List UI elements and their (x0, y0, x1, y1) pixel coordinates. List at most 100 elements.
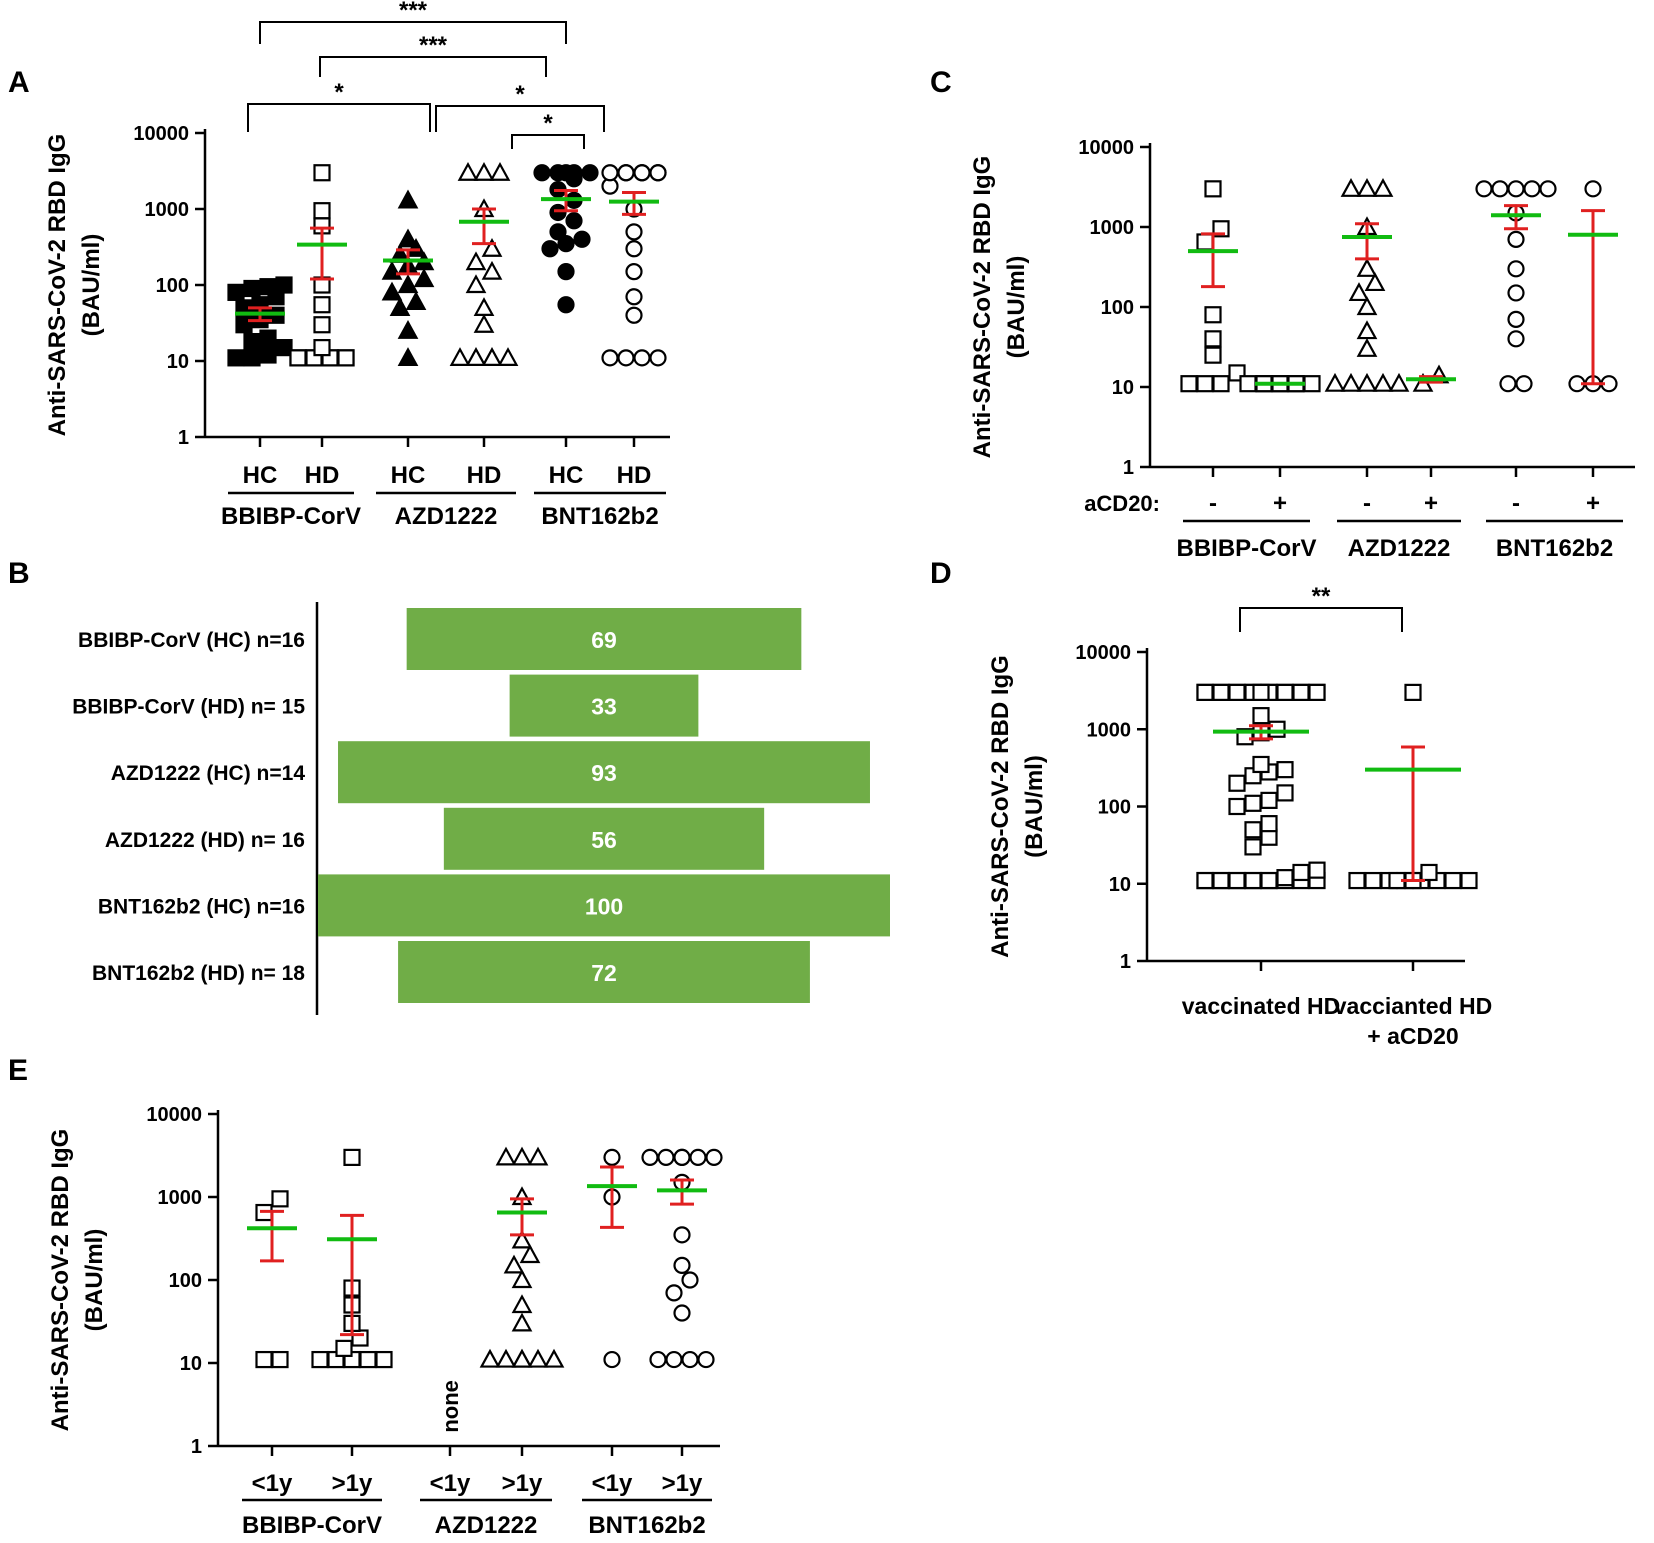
data-point (271, 1350, 289, 1369)
y-tick-label: 100 (156, 275, 189, 297)
data-point (313, 339, 331, 357)
data-point (351, 1329, 369, 1347)
y-tick-label: 10 (1112, 377, 1134, 399)
x-category-label: - (1363, 490, 1371, 517)
bar-value-label: 72 (591, 960, 617, 986)
data-point (681, 1271, 699, 1289)
group-label: BBIBP-CorV (1176, 535, 1316, 562)
sig-bracket (259, 21, 567, 44)
data-point (603, 1350, 621, 1369)
data-point (601, 349, 619, 367)
panel-letter-e: E (8, 1054, 28, 1087)
x-category-label: - (1209, 490, 1217, 517)
data-point (633, 164, 651, 182)
y-tick-label: 1000 (1087, 719, 1132, 741)
data-point (1292, 863, 1310, 882)
series-2 (1324, 178, 1410, 392)
data-point (313, 202, 331, 220)
data-point (519, 1244, 541, 1264)
series-1 (1348, 683, 1478, 890)
data-point (1507, 284, 1525, 302)
data-point (657, 1148, 675, 1166)
data-point (565, 212, 583, 230)
data-point (259, 329, 277, 347)
data-point (557, 164, 575, 182)
data-point (1228, 797, 1246, 816)
y-tick-label: 10000 (1078, 137, 1134, 159)
bar-category-label: BNT162b2 (HC) n=16 (98, 895, 305, 918)
group-label: BBIBP-CorV (221, 503, 361, 530)
data-point (1507, 310, 1525, 328)
data-point (381, 281, 403, 301)
data-point (511, 1229, 533, 1249)
data-point (1204, 180, 1222, 198)
x-category-label: + (1424, 490, 1438, 517)
data-point (1303, 375, 1321, 393)
y-axis-label: Anti-SARS-CoV-2 RBD IgG (47, 1129, 74, 1432)
y-tick-label: 1000 (158, 1187, 203, 1209)
data-point (1420, 863, 1438, 882)
series-0 (1180, 180, 1246, 393)
series-3 (1406, 364, 1456, 392)
x-category-label: >1y (502, 1470, 543, 1497)
data-point (1507, 330, 1525, 348)
series-1 (1239, 375, 1321, 393)
y-tick-label: 10 (180, 1353, 202, 1375)
data-point (1260, 871, 1278, 890)
data-point (557, 235, 575, 253)
data-point (697, 1350, 715, 1369)
data-point (705, 1148, 723, 1166)
data-point (641, 1148, 659, 1166)
row-label-acd20: aCD20: (1084, 491, 1160, 516)
data-point (397, 319, 419, 339)
data-point (1260, 815, 1278, 833)
bar-value-label: 100 (585, 893, 623, 919)
data-point (1364, 871, 1382, 890)
data-point (481, 237, 503, 257)
data-point (527, 1348, 549, 1368)
data-point (1244, 838, 1262, 856)
data-point (1196, 871, 1214, 890)
percent-bar (318, 874, 890, 937)
percent-bar (398, 941, 810, 1003)
data-point (625, 288, 643, 306)
series-0 (247, 1190, 297, 1369)
y-axis-unit: (BAU/ml) (1003, 256, 1030, 359)
data-point (557, 263, 575, 281)
data-point (227, 349, 245, 367)
data-point (673, 1148, 691, 1166)
data-point (1324, 372, 1346, 392)
data-point (255, 1350, 273, 1369)
percent-bar (443, 807, 765, 870)
x-category-sublabel: + aCD20 (1367, 1023, 1458, 1049)
plot-c-area: 1 10 100 1000 10000 Anti-SARS-CoV-2 RBD IgG (B… (969, 137, 1635, 562)
data-point (243, 332, 261, 351)
y-axis-label: Anti-SARS-CoV-2 RBD IgG (44, 134, 71, 437)
data-point (1252, 683, 1270, 701)
data-point (617, 349, 635, 367)
sig-bracket-label: * (515, 81, 525, 108)
data-point (1491, 180, 1509, 198)
data-point (673, 1304, 691, 1322)
x-category-label: vaccinated HD (1182, 993, 1341, 1019)
data-point (1276, 869, 1294, 887)
data-point (397, 189, 419, 209)
y-tick-label: 1000 (145, 199, 190, 221)
bar-category-label: BBIBP-CorV (HC) n=16 (78, 629, 305, 652)
data-point (1276, 761, 1294, 779)
data-point (1212, 683, 1230, 701)
data-point (1539, 180, 1557, 198)
data-point (1292, 683, 1310, 701)
data-point (1364, 272, 1386, 292)
data-point (473, 313, 495, 333)
panel-letter-b: B (8, 557, 30, 590)
data-point (271, 1190, 289, 1208)
data-point (465, 347, 487, 366)
group-label: BBIBP-CorV (242, 1512, 382, 1539)
data-point (1260, 791, 1278, 809)
data-point (581, 164, 599, 182)
data-point (689, 1148, 707, 1166)
data-point (549, 223, 567, 241)
data-point (465, 251, 487, 271)
